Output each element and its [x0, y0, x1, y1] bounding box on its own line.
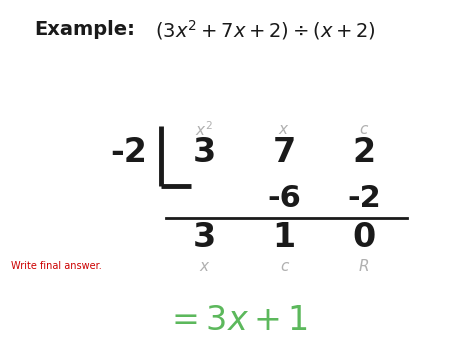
Text: 2: 2 [353, 136, 376, 169]
Text: Write final answer.: Write final answer. [11, 261, 101, 271]
Text: $= 3x + 1$: $= 3x + 1$ [165, 304, 309, 337]
Text: c: c [280, 259, 288, 274]
Text: $c$: $c$ [359, 122, 369, 137]
Text: $x$: $x$ [278, 122, 290, 137]
Text: $x^2$: $x^2$ [195, 121, 213, 139]
Text: R: R [359, 259, 370, 274]
Text: $(3x^2 + 7x + 2) \div (x + 2)$: $(3x^2 + 7x + 2) \div (x + 2)$ [155, 18, 375, 42]
Text: Example:: Example: [35, 20, 135, 39]
Text: 0: 0 [353, 221, 376, 254]
Text: 7: 7 [273, 136, 296, 169]
Text: -2: -2 [110, 136, 147, 169]
Text: 1: 1 [273, 221, 296, 254]
Text: x: x [200, 259, 209, 274]
Text: 3: 3 [192, 221, 216, 254]
Text: 3: 3 [192, 136, 216, 169]
Text: -2: -2 [347, 184, 381, 213]
Text: -6: -6 [267, 184, 301, 213]
